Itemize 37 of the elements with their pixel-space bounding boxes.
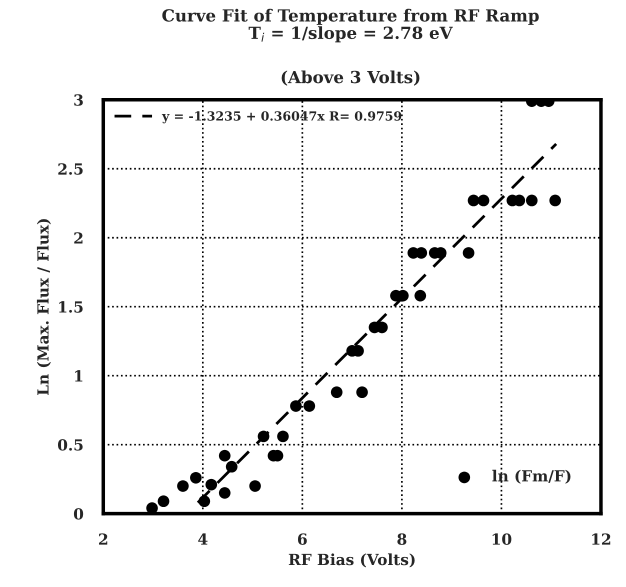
- y-tick-label: 1: [75, 370, 82, 382]
- y-tick-label: 2: [74, 232, 82, 244]
- x-tick-label: 8: [397, 533, 406, 545]
- point: [462, 247, 474, 259]
- point: [478, 194, 490, 206]
- legend-label: ln (Fm/F): [492, 470, 570, 484]
- x-tick-label: 10: [492, 533, 512, 545]
- point: [205, 478, 218, 490]
- x-tick-label: 4: [198, 533, 208, 545]
- point: [549, 194, 561, 206]
- y-tick-label: 0: [74, 508, 84, 520]
- y-tick-label: 1.5: [59, 301, 83, 313]
- point: [190, 472, 202, 484]
- point: [226, 460, 238, 473]
- point: [249, 480, 261, 492]
- point: [218, 487, 231, 499]
- point: [356, 386, 368, 398]
- point: [277, 430, 289, 442]
- x-tick-label: 6: [298, 533, 307, 545]
- point: [304, 400, 316, 412]
- point: [526, 194, 538, 206]
- point: [330, 386, 343, 398]
- y-axis-title: Ln (Max. Flux / Flux): [36, 219, 51, 396]
- point: [158, 495, 170, 508]
- point: [177, 480, 189, 492]
- y-tick-label: 2.5: [58, 163, 83, 175]
- y-tick-label: 3: [74, 94, 83, 106]
- point: [468, 194, 480, 206]
- chart-title: Curve Fit of Temperature from RF Ramp T$_{i}$ = 1/slope = 2.78 eV: [162, 8, 539, 42]
- y-tick-label: 0.5: [58, 439, 83, 451]
- point: [218, 450, 231, 462]
- x-tick-label: 12: [592, 533, 610, 545]
- chart-subtitle: (Above 3 Volts): [282, 70, 420, 86]
- x-tick-label: 2: [98, 533, 108, 545]
- point: [414, 290, 426, 302]
- legend-label: y = -1.3235 + 0.36047x R= 0.9759: [162, 111, 402, 124]
- x-axis-title: RF Bias (Volts): [288, 553, 415, 568]
